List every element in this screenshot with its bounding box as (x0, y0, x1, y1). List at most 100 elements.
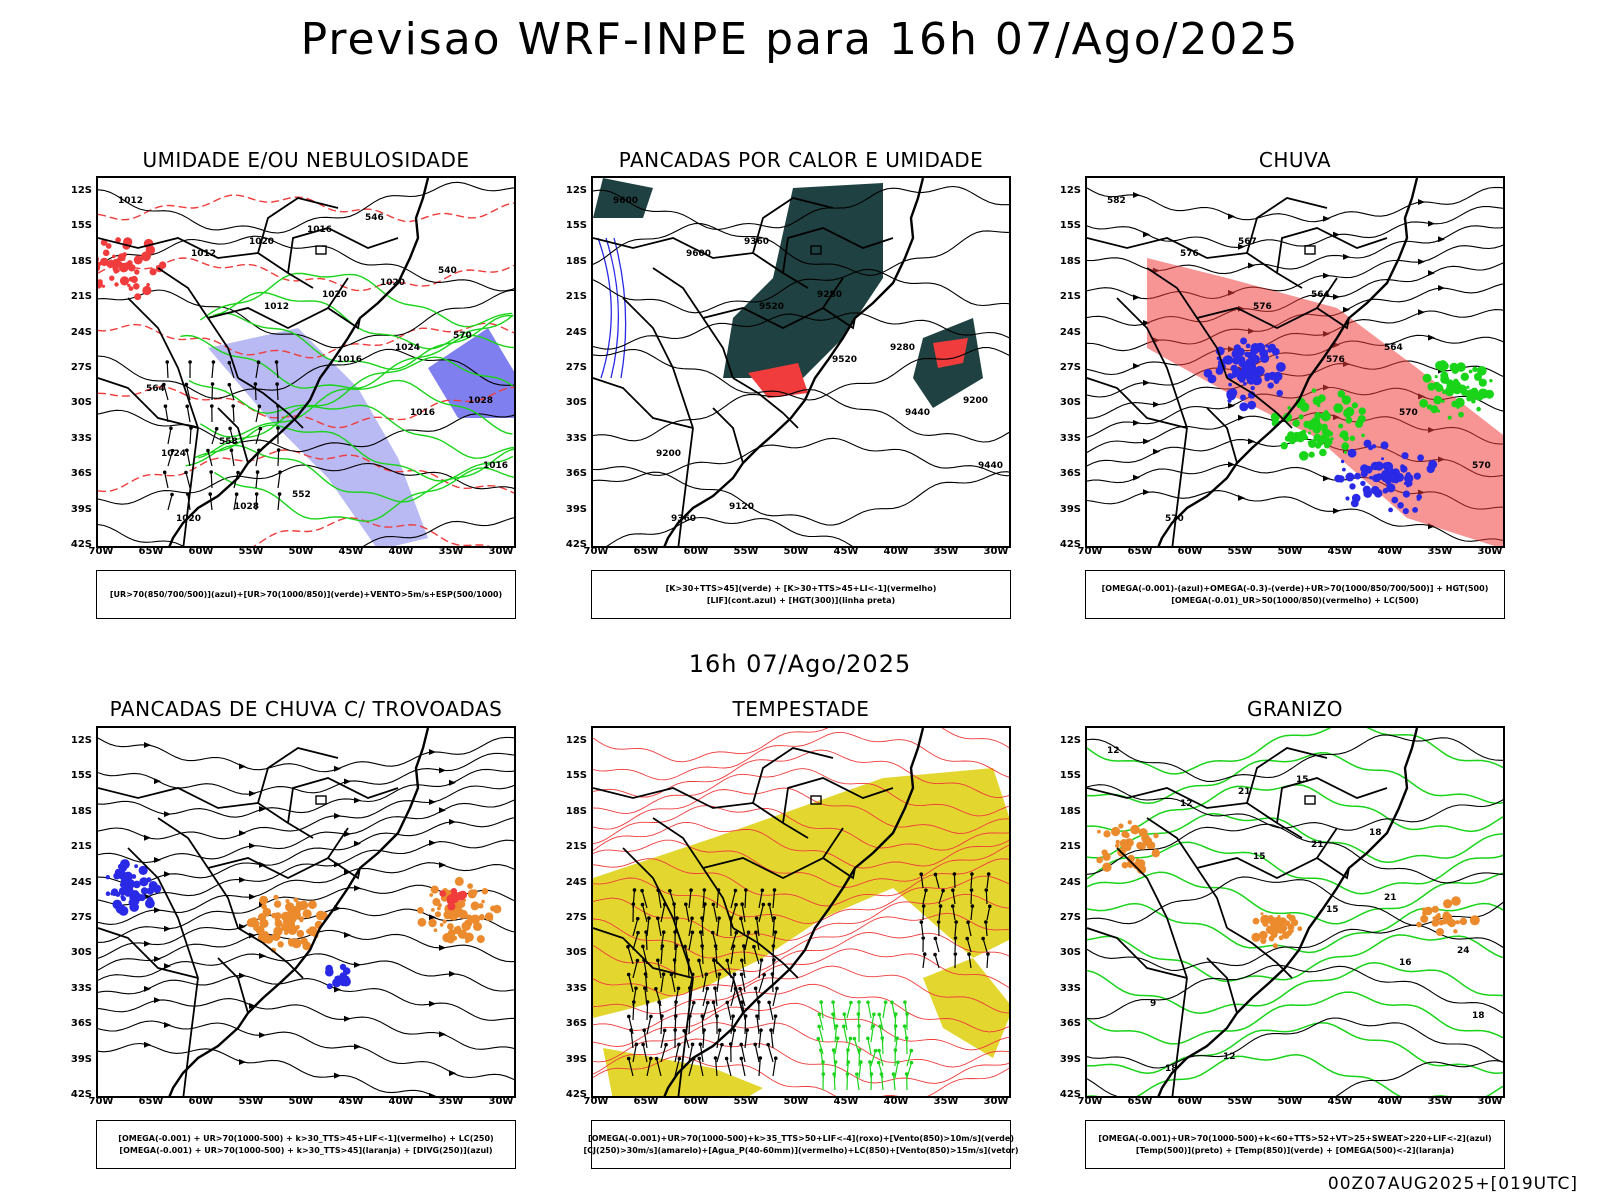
thickness-marker (109, 275, 115, 281)
lat-tick-label: 27S (1059, 912, 1081, 923)
wind850-vector (922, 888, 928, 905)
flow-arrow (1333, 293, 1340, 300)
lat-tick-label: 33S (1059, 432, 1081, 444)
state-border (732, 377, 799, 429)
wind-vector (255, 470, 260, 489)
wind850-vector (702, 1028, 706, 1049)
wind850-vector (640, 902, 648, 923)
lat-tick-label: 12S (70, 735, 92, 746)
omega-green-fill (1419, 398, 1428, 408)
omega500-fill (1436, 928, 1444, 936)
wind850-vector (713, 1056, 718, 1077)
omega500-fill (1142, 836, 1153, 847)
omega-green-fill (1320, 411, 1331, 422)
flow-arrow (354, 885, 361, 892)
wind850-vector (755, 1014, 760, 1035)
instability-orange-fill (484, 912, 494, 921)
flow-arrow (334, 765, 341, 772)
omega-blue-fill (1388, 507, 1393, 513)
omega-blue-fill (1228, 388, 1238, 398)
lat-tick-label: 15S (1059, 770, 1081, 782)
wind850-vector (700, 944, 704, 965)
flow-arrow (249, 893, 256, 900)
wind-vector (227, 360, 235, 379)
flow-arrow (1418, 258, 1425, 265)
omega500-fill (1432, 916, 1436, 920)
thickness-marker (119, 276, 130, 286)
contour-label: 1016 (337, 355, 362, 365)
instability-orange-fill (461, 921, 471, 931)
lon-tick-label: 35W (1427, 546, 1453, 557)
lon-tick-label: 65W (633, 546, 659, 557)
instability-orange-fill (417, 917, 427, 927)
wind-vector (189, 426, 193, 445)
lat-tick-label: 39S (1059, 1053, 1081, 1065)
state-border (1206, 957, 1238, 1014)
instability-orange-fill (481, 899, 485, 904)
omega-green-fill (1454, 397, 1465, 408)
wind850-vector (772, 888, 777, 909)
lat-tick-label: 15S (70, 220, 92, 232)
lon-tick-label: 45W (338, 546, 364, 557)
lon-tick-label: 35W (438, 1096, 464, 1107)
lat-tick-label: 24S (565, 326, 587, 338)
omega-green-fill (1321, 423, 1328, 431)
flow-arrow (164, 925, 171, 932)
wind850-vector (716, 972, 722, 993)
wind850-vector (660, 944, 665, 965)
flow-arrow (429, 748, 436, 755)
state-border (702, 277, 844, 330)
omega-blue-fill (1227, 398, 1232, 403)
legend-line: [Temp(500)](preto) + [Temp(850)](verde) … (1135, 1145, 1455, 1155)
omega-green-fill (1485, 389, 1494, 399)
divergence-fill (335, 977, 340, 981)
flow-arrow (1418, 309, 1425, 316)
omega-green-fill (1298, 414, 1304, 420)
wind850-strong-vector (842, 1012, 848, 1031)
precipitable-water-contour (593, 858, 1009, 907)
divergence-fill (326, 983, 333, 990)
wind-vector (228, 426, 235, 445)
omega-green-fill (1433, 395, 1443, 405)
wind-vector (254, 492, 259, 511)
lat-tick-label: 39S (70, 503, 92, 515)
lat-tick-label: 18S (1059, 805, 1081, 817)
lat-tick-label: 33S (1059, 982, 1081, 994)
wind850-strong-vector (857, 1048, 862, 1067)
lon-tick-label: 70W (583, 546, 609, 557)
divergence-fill (139, 877, 149, 887)
divergence-fill (105, 891, 111, 896)
contour-label: 9520 (759, 302, 784, 312)
divergence-fill (120, 895, 125, 899)
omega500-fill (1453, 929, 1458, 934)
omega-blue-fill (1402, 508, 1409, 515)
panel-legend: [OMEGA(-0.001)+UR>70(1000-500)+k<60+TTS>… (1085, 1120, 1505, 1169)
lat-tick-label: 39S (565, 503, 587, 515)
contour-label: 1028 (468, 396, 493, 406)
coastline (663, 728, 925, 1096)
temp850-contour (1087, 1021, 1503, 1075)
contour-label: 1024 (161, 449, 186, 459)
precipitable-water-contour (593, 983, 1009, 1033)
lat-tick-label: 21S (565, 291, 587, 303)
lake-marker (810, 245, 822, 255)
omega500-fill (1126, 855, 1134, 863)
flow-arrow (249, 932, 256, 939)
temp500-contour (1087, 1060, 1503, 1096)
wind850-vector (919, 920, 924, 937)
state-border (782, 777, 894, 824)
flow-arrow (439, 767, 446, 774)
panel-legend: [OMEGA(-0.001)-(azul)+OMEGA(-0.3)-(verde… (1085, 570, 1505, 619)
wind850-vector (644, 930, 648, 951)
wind-vector (185, 404, 191, 423)
wind850-vector (952, 872, 957, 889)
precipitable-water-contour (593, 728, 1009, 763)
lat-tick-label: 24S (70, 876, 92, 888)
omega-green-fill (1299, 451, 1309, 461)
wind850-vector (754, 916, 760, 937)
omega-blue-fill (1416, 494, 1422, 500)
omega-blue-fill (1275, 355, 1279, 359)
omega500-fill (1278, 935, 1284, 941)
lake-marker (315, 795, 327, 805)
flow-arrow (154, 778, 161, 785)
